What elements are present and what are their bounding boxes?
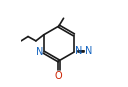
Text: N: N xyxy=(36,47,43,57)
Text: O: O xyxy=(55,71,63,81)
Text: N: N xyxy=(85,46,92,56)
Text: N: N xyxy=(74,46,82,56)
